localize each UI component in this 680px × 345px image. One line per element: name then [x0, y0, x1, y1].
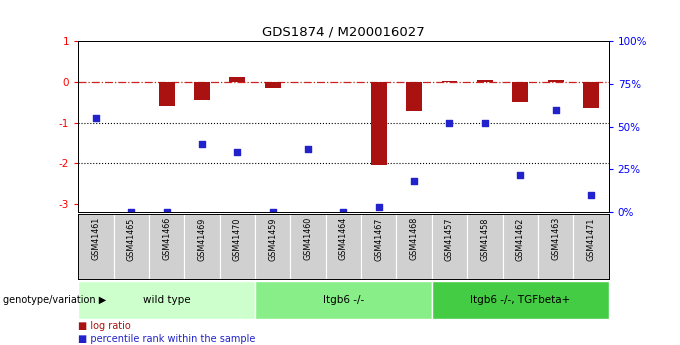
Text: Itgb6 -/-, TGFbeta+: Itgb6 -/-, TGFbeta+: [470, 295, 571, 305]
Point: [232, 150, 243, 155]
Text: genotype/variation ▶: genotype/variation ▶: [3, 295, 107, 305]
Point: [90, 116, 101, 121]
Bar: [326, 214, 361, 279]
Bar: [78, 214, 114, 279]
Text: GSM41459: GSM41459: [268, 217, 277, 261]
Text: GSM41461: GSM41461: [91, 217, 101, 260]
Text: wild type: wild type: [143, 295, 190, 305]
Point: [197, 141, 207, 147]
Text: GSM41467: GSM41467: [374, 217, 384, 260]
Bar: [371, 82, 387, 165]
Point: [409, 179, 420, 184]
Bar: [432, 214, 467, 279]
Bar: [441, 81, 458, 82]
Point: [479, 121, 490, 126]
Text: ■ log ratio: ■ log ratio: [78, 321, 131, 331]
Bar: [512, 82, 528, 102]
Point: [267, 209, 278, 215]
Text: GSM41462: GSM41462: [515, 217, 525, 260]
Point: [126, 209, 137, 215]
Bar: [78, 281, 255, 319]
Bar: [573, 214, 609, 279]
Point: [161, 209, 172, 215]
Text: GSM41464: GSM41464: [339, 217, 348, 260]
Point: [550, 107, 561, 112]
Bar: [220, 214, 255, 279]
Bar: [361, 214, 396, 279]
Bar: [503, 214, 538, 279]
Bar: [547, 80, 564, 82]
Text: GSM41469: GSM41469: [197, 217, 207, 260]
Text: Itgb6 -/-: Itgb6 -/-: [323, 295, 364, 305]
Text: GSM41466: GSM41466: [162, 217, 171, 260]
Bar: [158, 82, 175, 107]
Bar: [194, 82, 210, 100]
Point: [585, 193, 596, 198]
Text: ■ percentile rank within the sample: ■ percentile rank within the sample: [78, 334, 256, 344]
Point: [373, 204, 384, 210]
Text: GSM41463: GSM41463: [551, 217, 560, 260]
Point: [515, 172, 526, 177]
Bar: [114, 214, 149, 279]
Bar: [406, 82, 422, 110]
Bar: [255, 214, 290, 279]
Bar: [583, 82, 599, 108]
Bar: [467, 214, 503, 279]
Bar: [477, 80, 493, 82]
Text: GSM41468: GSM41468: [409, 217, 419, 260]
Bar: [149, 214, 184, 279]
Bar: [184, 214, 220, 279]
Text: GSM41460: GSM41460: [303, 217, 313, 260]
Text: GSM41457: GSM41457: [445, 217, 454, 261]
Bar: [290, 214, 326, 279]
Point: [444, 121, 455, 126]
Text: GSM41458: GSM41458: [480, 217, 490, 260]
Bar: [396, 214, 432, 279]
Bar: [265, 82, 281, 88]
Point: [303, 146, 313, 152]
Bar: [538, 214, 573, 279]
Title: GDS1874 / M200016027: GDS1874 / M200016027: [262, 26, 425, 39]
Text: GSM41470: GSM41470: [233, 217, 242, 260]
Bar: [229, 77, 245, 82]
Text: GSM41465: GSM41465: [126, 217, 136, 260]
Point: [338, 209, 349, 215]
Text: GSM41471: GSM41471: [586, 217, 596, 260]
Bar: [255, 281, 432, 319]
Bar: [432, 281, 609, 319]
